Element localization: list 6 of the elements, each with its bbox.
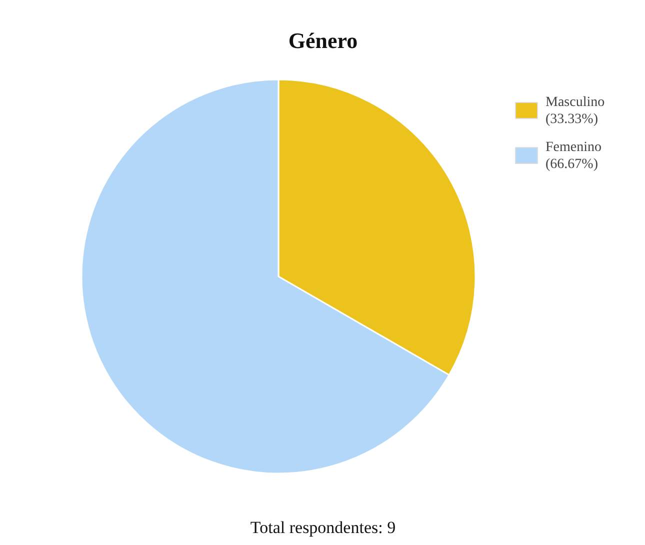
text: Total respondentes: 9 <box>250 518 396 537</box>
data-label: (33.33%) <box>546 112 598 127</box>
legend-label: Femenino <box>546 140 602 155</box>
chart-title: Género <box>288 28 358 53</box>
legend-label: Masculino <box>546 95 605 110</box>
data-label: (66.67%) <box>546 157 598 172</box>
